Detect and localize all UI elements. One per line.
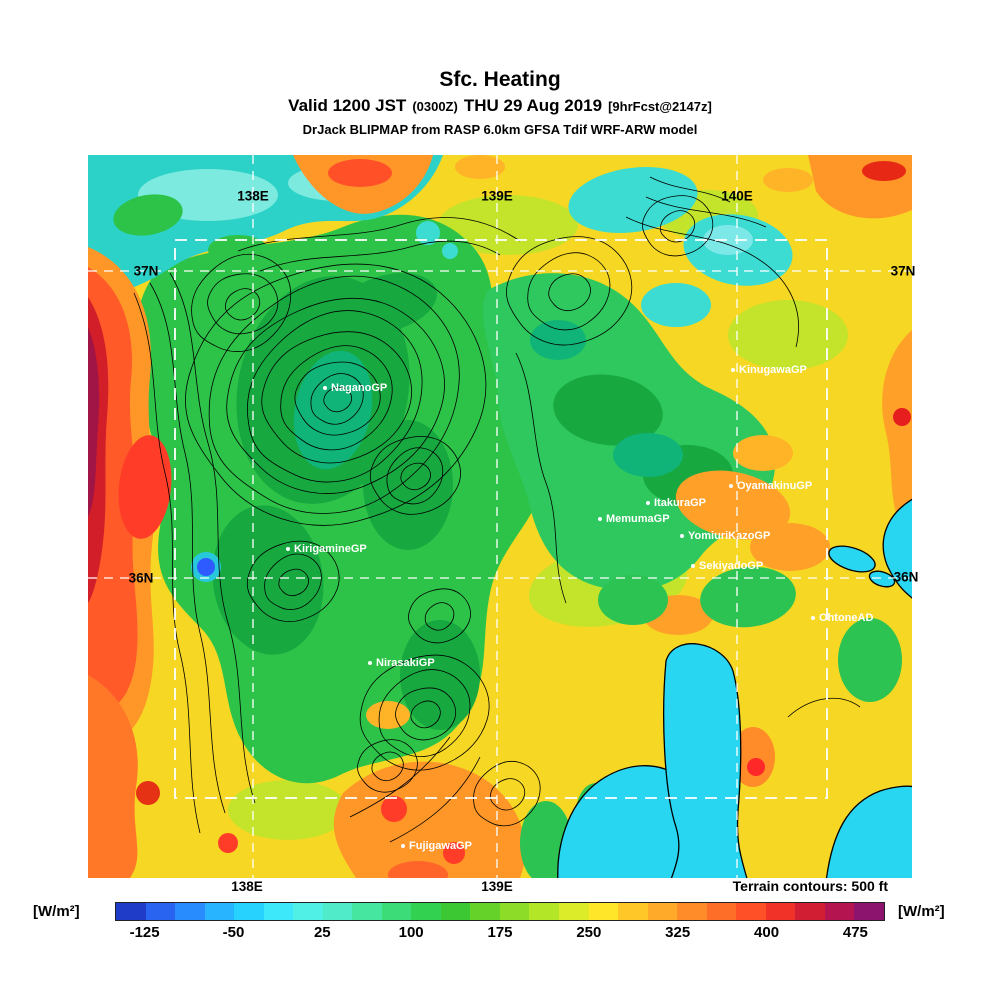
colorbar-segment (411, 903, 441, 920)
site-label: OhtoneAD (819, 612, 874, 624)
grid-label-lon-bottom-1: 139E (481, 879, 513, 894)
colorbar-segment (381, 903, 412, 920)
colorbar-segment (440, 903, 471, 920)
site-label: NaganoGP (331, 382, 388, 394)
site-marker: NirasakiGP (368, 657, 435, 669)
valid-prefix: Valid 1200 JST (288, 96, 407, 115)
colorbar-segment (706, 903, 737, 920)
site-marker: SekiyadoGP (691, 560, 763, 572)
colorbar (115, 902, 885, 921)
colorbar-segment (558, 903, 589, 920)
colorbar-tick-label: 325 (665, 924, 691, 941)
colorbar-segment (352, 903, 382, 920)
grid-label-lon-top-2: 140E (721, 188, 753, 204)
site-dot (731, 368, 735, 372)
map-canvas (88, 155, 912, 878)
colorbar-segment (529, 903, 559, 920)
colorbar-segment (145, 903, 176, 920)
colorbar-segment (618, 903, 648, 920)
valid-fcst: [9hrFcst@2147z] (608, 99, 712, 114)
colorbar-segment (263, 903, 294, 920)
site-dot (368, 661, 372, 665)
unit-label-left: [W/m²] (33, 903, 80, 920)
site-label: FujigawaGP (409, 840, 472, 852)
site-dot (691, 564, 695, 568)
site-dot (729, 484, 733, 488)
site-label: YomiuriKazoGP (688, 530, 771, 542)
colorbar-tick-label: 400 (754, 924, 780, 941)
grid-label-lon-top-1: 139E (481, 188, 513, 204)
colorbar-tick-label: 175 (487, 924, 513, 941)
colorbar-segment (765, 903, 796, 920)
grid-label-lat-left-0: 37N (133, 263, 159, 279)
colorbar-segment (293, 903, 323, 920)
colorbar-segment (588, 903, 619, 920)
valid-date: THU 29 Aug 2019 (463, 96, 603, 115)
site-label: KirigamineGP (294, 543, 367, 555)
colorbar-segment (854, 903, 884, 920)
site-label: NirasakiGP (376, 657, 435, 669)
site-marker: KirigamineGP (286, 543, 367, 555)
colorbar-segment (795, 903, 825, 920)
site-marker: OyamakinuGP (729, 480, 812, 492)
site-dot (323, 386, 327, 390)
model-line: DrJack BLIPMAP from RASP 6.0km GFSA Tdif… (302, 122, 698, 137)
colorbar-segment (824, 903, 855, 920)
color-fill-layer (88, 155, 912, 878)
colorbar-segment (499, 903, 530, 920)
site-marker: ItakuraGP (646, 497, 706, 509)
colorbar-segment (234, 903, 264, 920)
colorbar-segment (647, 903, 678, 920)
site-marker: YomiuriKazoGP (680, 530, 770, 542)
graticule-grid (88, 155, 912, 878)
page-title: Sfc. Heating (439, 68, 561, 91)
terrain-note: Terrain contours: 500 ft (732, 878, 888, 894)
terrain-contour-lines (133, 176, 861, 843)
site-label: MemumaGP (606, 513, 670, 525)
colorbar-ticks: -125 -50 25 100 175 250 325 400 475 (115, 924, 885, 944)
colorbar-tick-label: 475 (842, 924, 868, 941)
colorbar-tick-label: 100 (398, 924, 424, 941)
colorbar-segment (204, 903, 235, 920)
grid-label-lat-right-0: 37N (890, 263, 916, 279)
site-label: OyamakinuGP (737, 480, 813, 492)
colorbar-tick-label: 250 (576, 924, 602, 941)
site-label: ItakuraGP (654, 497, 706, 509)
grid-label-lon-bottom-0: 138E (231, 879, 263, 894)
site-dot (598, 517, 602, 521)
site-dot (811, 616, 815, 620)
site-marker: KinugawaGP (731, 364, 807, 376)
colorbar-tick-label: -50 (222, 924, 245, 941)
site-dot (646, 501, 650, 505)
valid-zulu: (0300Z) (412, 99, 458, 114)
grid-label-lon-top-0: 138E (237, 188, 269, 204)
colorbar-segment (175, 903, 205, 920)
site-marker: OhtoneAD (811, 612, 873, 624)
site-label: KinugawaGP (739, 364, 807, 376)
site-label: SekiyadoGP (699, 560, 764, 572)
forecast-map: 138E 139E 140E 37N 36N 37N 36N NaganoGP … (88, 155, 918, 878)
colorbar-tick-label: 25 (313, 924, 331, 941)
valid-time-line: Valid 1200 JST (0300Z) THU 29 Aug 2019 [… (0, 96, 1000, 116)
coastline-ocean (557, 498, 912, 878)
colorbar-segment (116, 903, 146, 920)
colorbar-segment (470, 903, 500, 920)
site-marker: NaganoGP (323, 382, 387, 394)
colorbar-segment (322, 903, 353, 920)
site-marker: FujigawaGP (401, 840, 472, 852)
site-dot (680, 534, 684, 538)
colorbar-segment (736, 903, 766, 920)
grid-label-lat-left-1: 36N (128, 570, 154, 586)
grid-label-lat-right-1: 36N (893, 569, 919, 585)
colorbar-tick-label: -125 (129, 924, 160, 941)
site-marker: MemumaGP (598, 513, 670, 525)
site-dot (401, 844, 405, 848)
unit-label-right: [W/m²] (898, 903, 945, 920)
colorbar-segment (677, 903, 707, 920)
site-dot (286, 547, 290, 551)
